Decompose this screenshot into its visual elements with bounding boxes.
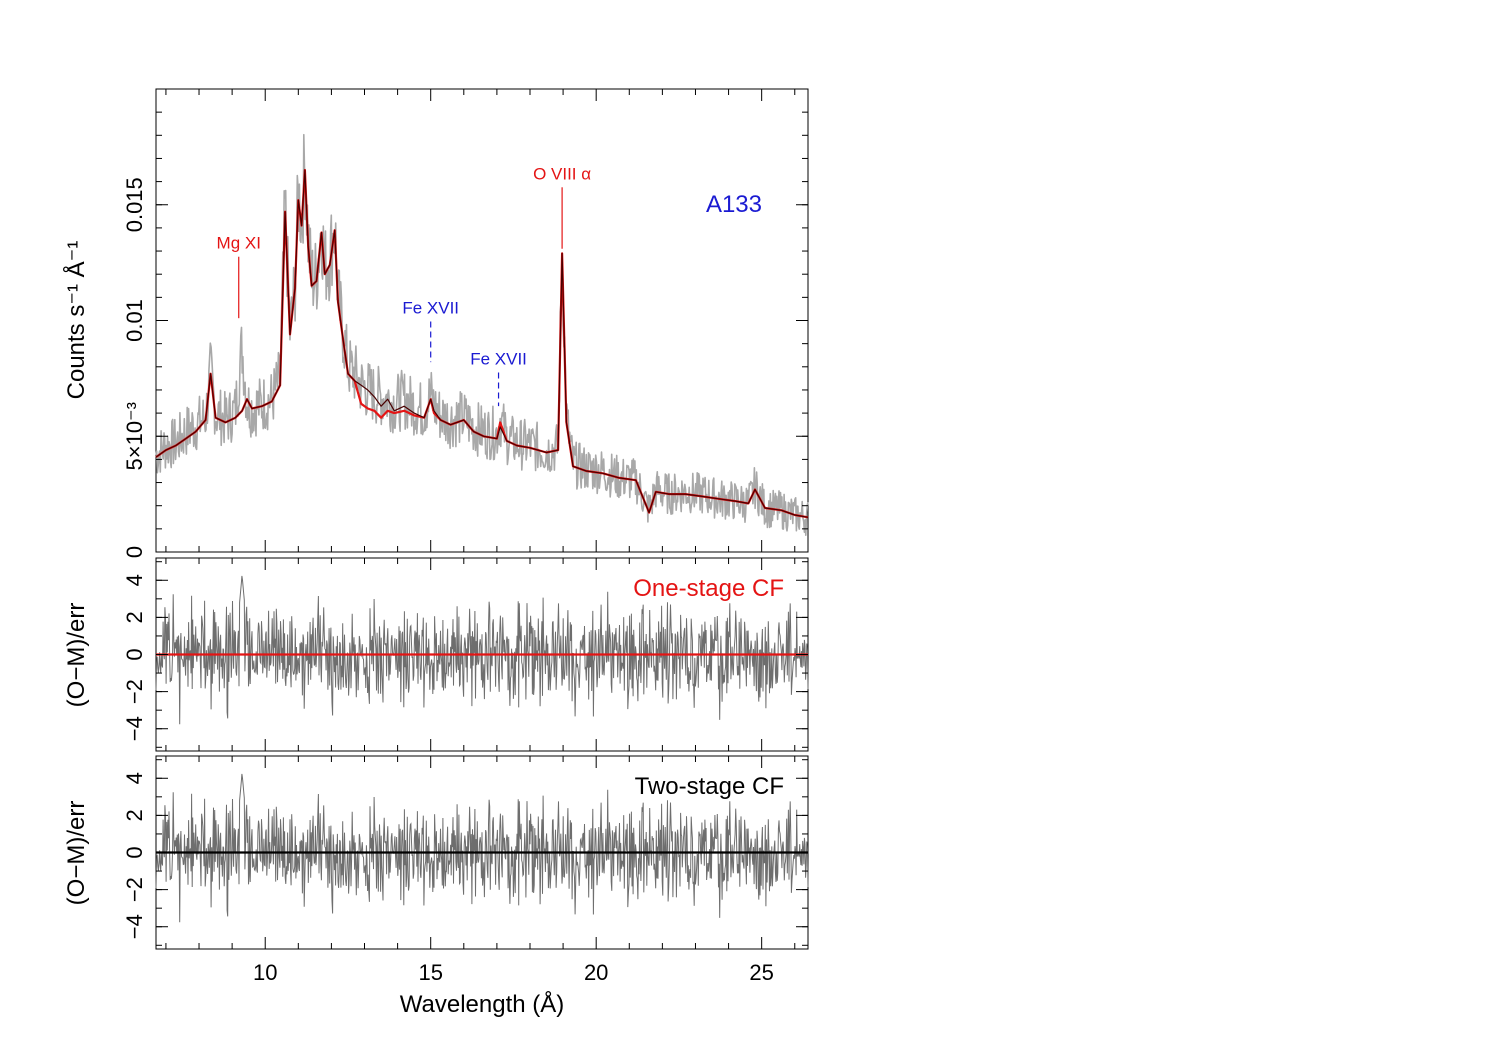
axes-ticks: 0 5×10⁻³ 0.01 0.015 −4 −2 0 2 4 −4 −2 0 2 4 10 15 20 25 bbox=[122, 89, 808, 985]
xtick-label: 15 bbox=[418, 960, 442, 985]
residual-line bbox=[155, 773, 809, 923]
spectrum-panel-frame bbox=[155, 88, 809, 553]
ytick-label: −2 bbox=[122, 679, 147, 704]
wavelength-xlabel: Wavelength (Å) bbox=[400, 990, 565, 1018]
xtick-label: 10 bbox=[253, 960, 277, 985]
ytick-label: 4 bbox=[122, 574, 147, 586]
residual-two-ylabel: (O−M)/err bbox=[63, 801, 90, 906]
xtick-label: 25 bbox=[749, 960, 773, 985]
residual-one-ylabel: (O−M)/err bbox=[63, 603, 90, 708]
ytick-label: 0.01 bbox=[122, 299, 147, 342]
spectrum-title: A133 bbox=[706, 191, 762, 218]
ytick-label: 0 bbox=[122, 546, 147, 558]
residual-line bbox=[155, 575, 809, 725]
residual-two-title: Two-stage CF bbox=[635, 773, 784, 800]
annotation-label-2: Fe XVII bbox=[470, 349, 527, 368]
ytick-label: 2 bbox=[122, 611, 147, 623]
ytick-label: 4 bbox=[122, 772, 147, 784]
annotation-label-3: O VIII α bbox=[533, 164, 591, 183]
ytick-label: −4 bbox=[122, 716, 147, 741]
annotation-label-1: Fe XVII bbox=[402, 299, 459, 318]
ytick-label: 2 bbox=[122, 809, 147, 821]
ytick-label: −4 bbox=[122, 914, 147, 939]
series-line-one-stage bbox=[155, 168, 809, 519]
spectrum-plot-area: Mg XI Fe XVII Fe XVII O VIII α bbox=[155, 133, 809, 536]
xtick-label: 20 bbox=[584, 960, 608, 985]
series-line-data bbox=[155, 133, 809, 536]
annotation-label-0: Mg XI bbox=[217, 234, 261, 253]
ytick-label: 5×10⁻³ bbox=[122, 402, 147, 471]
series-line-two-stage bbox=[155, 169, 809, 518]
ytick-label: 0 bbox=[122, 648, 147, 660]
ytick-label: −2 bbox=[122, 877, 147, 902]
residual-two-plot-area bbox=[155, 773, 809, 923]
ytick-label: 0 bbox=[122, 846, 147, 858]
residual-one-title: One-stage CF bbox=[633, 575, 784, 602]
residual-one-plot-area bbox=[155, 575, 809, 725]
ytick-label: 0.015 bbox=[122, 177, 147, 232]
spectrum-ylabel: Counts s⁻¹ Å⁻¹ bbox=[62, 241, 90, 400]
